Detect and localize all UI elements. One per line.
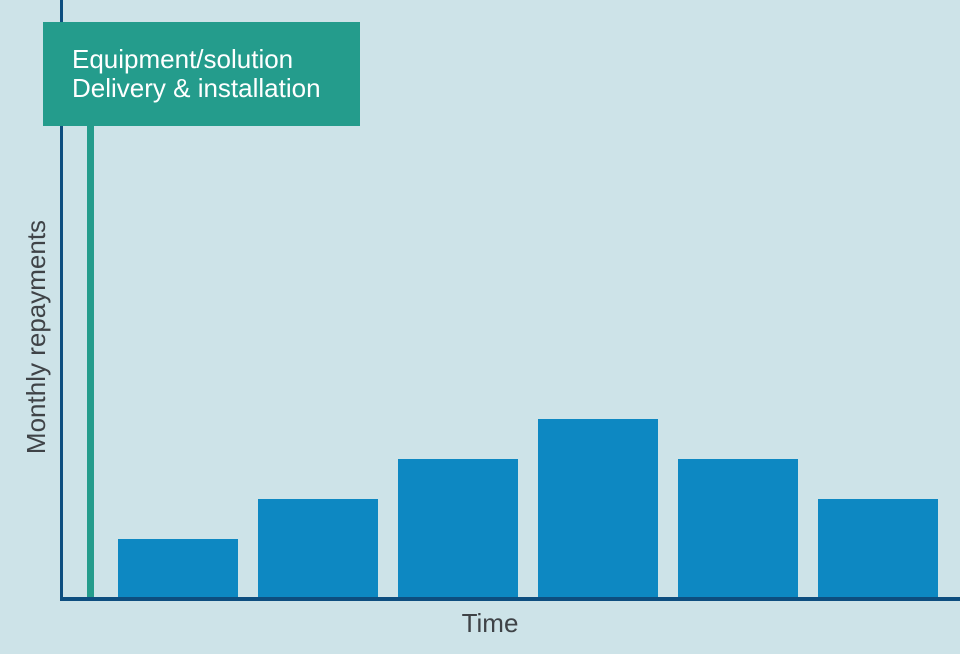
bar-5: [678, 459, 798, 599]
bar-2: [258, 499, 378, 599]
bar-4: [538, 419, 658, 599]
y-axis-line: [60, 0, 63, 601]
bar-1: [118, 539, 238, 599]
delivery-callout-line-1: Equipment/solution: [72, 44, 294, 74]
delivery-callout-line-2: Delivery & installation: [72, 73, 321, 103]
delivery-marker-line: [87, 124, 94, 598]
bar-6: [818, 499, 938, 599]
bar-3: [398, 459, 518, 599]
x-axis-label: Time: [461, 608, 519, 638]
x-axis-line: [60, 597, 960, 601]
delivery-callout: Equipment/solution Delivery & installati…: [43, 22, 360, 126]
